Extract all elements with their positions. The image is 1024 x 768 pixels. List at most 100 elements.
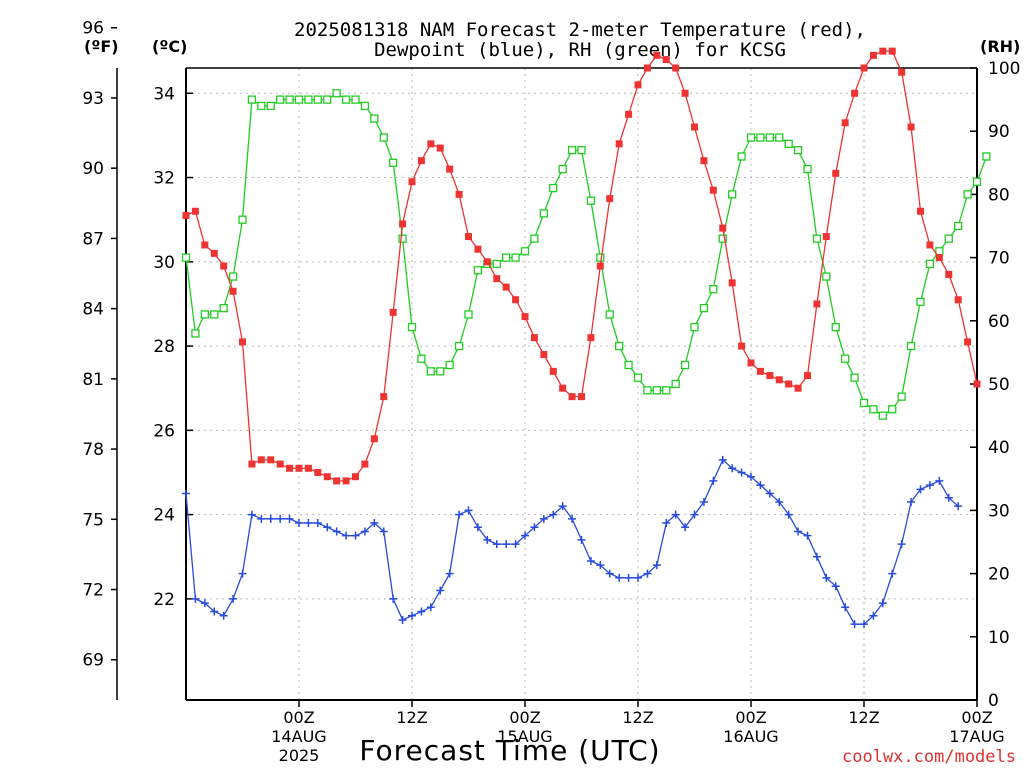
dewpoint-point: [775, 497, 784, 506]
dewpoint-point: [709, 476, 718, 485]
temperature-point: [361, 460, 369, 468]
dewpoint-point: [643, 569, 652, 578]
rh-point: [793, 146, 803, 155]
temperature-point: [879, 47, 887, 55]
rh-point: [191, 329, 200, 338]
fahrenheit-tick-label: 96: [82, 19, 104, 39]
rh-point: [963, 190, 972, 199]
dewpoint-point: [784, 510, 793, 519]
dewpoint-point: [624, 573, 633, 582]
rh-point: [605, 310, 614, 319]
temperature-point: [794, 384, 802, 392]
celsius-tick-label: 22: [153, 590, 175, 610]
dewpoint-point: [718, 455, 727, 464]
rh-point: [426, 367, 435, 376]
dewpoint-point: [568, 514, 577, 523]
temperature-point: [822, 233, 830, 241]
temperature-point: [681, 89, 689, 97]
rh-point: [888, 405, 897, 414]
fahrenheit-tick-label: 84: [82, 300, 104, 320]
celsius-tick-label: 34: [153, 84, 175, 104]
time-tick-date: 15AUG: [497, 727, 552, 746]
temperature-point: [568, 393, 576, 401]
rh-point: [228, 272, 238, 281]
dewpoint-point: [728, 464, 737, 473]
temperature-point: [964, 338, 972, 346]
temperature-point: [860, 64, 868, 72]
temperature-point: [455, 190, 463, 198]
dewpoint-point: [831, 582, 840, 591]
dewpoint-point: [615, 573, 624, 582]
dewpoint-point: [860, 620, 868, 629]
temperature-point: [728, 279, 736, 287]
temperature-point: [907, 123, 915, 131]
rh-point: [567, 146, 577, 155]
dewpoint-point: [737, 468, 746, 477]
rh-tick-label: 10: [988, 628, 1010, 648]
dewpoint-point: [878, 599, 887, 608]
rh-point: [454, 341, 464, 351]
temperature-point: [239, 338, 246, 346]
temperature-point: [530, 334, 538, 342]
rh-point: [671, 379, 680, 389]
rh-point: [812, 234, 822, 243]
rh-point: [709, 285, 718, 294]
temperature-point: [436, 144, 444, 152]
dewpoint-point: [747, 472, 755, 481]
temperature-point: [201, 241, 209, 249]
celsius-tick-label: 24: [153, 506, 175, 526]
dewpoint-point: [342, 531, 351, 540]
temperature-point: [446, 165, 454, 173]
rh-tick-label: 70: [988, 249, 1010, 269]
dewpoint-point: [954, 502, 963, 511]
rh-point: [596, 253, 605, 262]
dewpoint-point: [549, 510, 558, 519]
rh-point: [737, 152, 746, 161]
rh-point: [294, 95, 304, 104]
rh-point: [511, 253, 520, 262]
dewpoint-point: [916, 485, 925, 494]
rh-point: [822, 272, 831, 281]
time-tick-label: 00Z: [961, 708, 992, 727]
dewpoint-point: [285, 514, 294, 523]
dewpoint-point: [492, 540, 501, 549]
temperature-point: [549, 367, 557, 375]
dewpoint-point: [295, 519, 303, 528]
fahrenheit-tick-label: 78: [82, 440, 104, 460]
dewpoint-point: [850, 620, 859, 629]
temperature-point: [634, 81, 642, 89]
dewpoint-point: [765, 489, 774, 498]
temperature-point: [672, 64, 680, 72]
rh-point: [473, 266, 483, 275]
temperature-point: [662, 56, 670, 64]
dewpoint-series: [182, 455, 963, 629]
rh-point: [200, 310, 209, 319]
temperature-point: [220, 262, 228, 270]
fahrenheit-tick-label: 69: [82, 651, 104, 671]
temperature-point: [851, 89, 859, 97]
dewpoint-point: [426, 603, 435, 612]
rh-point: [445, 360, 454, 370]
dewpoint-point: [191, 594, 200, 603]
dewpoint-point: [756, 481, 765, 490]
temperature-point: [276, 460, 284, 468]
dewpoint-point: [539, 514, 548, 523]
temperature-point: [521, 313, 529, 321]
temperature-point: [389, 308, 397, 316]
dewpoint-point: [699, 497, 708, 506]
fahrenheit-tick-label: 81: [82, 370, 104, 390]
rh-point: [718, 234, 727, 243]
dewpoint-point: [266, 514, 275, 523]
rh-point: [803, 164, 812, 174]
temperature-point: [540, 351, 548, 359]
temperature-point: [643, 64, 651, 72]
dewpoint-point: [907, 497, 916, 506]
rh-point: [219, 304, 228, 313]
rh-tick-label: 60: [988, 312, 1010, 332]
temperature-point: [785, 380, 793, 388]
dewpoint-point: [586, 556, 595, 565]
rh-point: [266, 101, 275, 111]
chart-title-line-2: Dewpoint (blue), RH (green) for KCSG: [374, 39, 786, 61]
rh-tick-label: 50: [988, 375, 1010, 395]
